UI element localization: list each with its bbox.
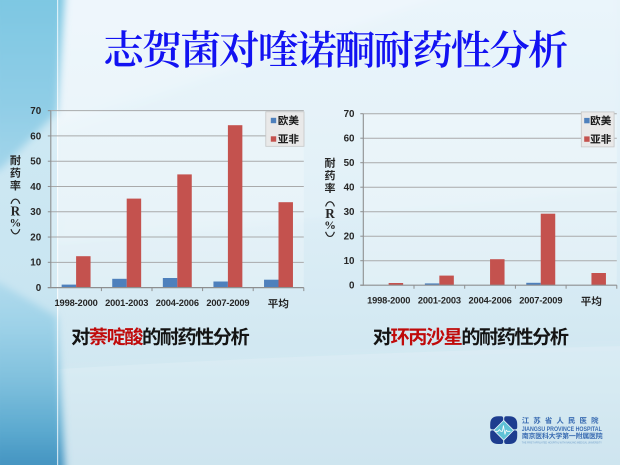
svg-text:50: 50 xyxy=(30,157,41,168)
svg-text:40: 40 xyxy=(30,182,41,193)
svg-text:10: 10 xyxy=(30,258,41,269)
svg-text:70: 70 xyxy=(344,109,355,120)
svg-text:1998-2000: 1998-2000 xyxy=(55,298,98,308)
svg-text:60: 60 xyxy=(344,134,355,145)
svg-text:R: R xyxy=(11,203,21,218)
svg-text:30: 30 xyxy=(344,207,355,218)
svg-text:40: 40 xyxy=(344,183,355,194)
svg-text:2007-2009: 2007-2009 xyxy=(519,296,562,306)
svg-text:50: 50 xyxy=(344,158,355,169)
svg-text:70: 70 xyxy=(30,106,41,117)
svg-text:30: 30 xyxy=(30,207,41,218)
svg-text:10: 10 xyxy=(344,256,355,267)
svg-text:JIANGSU PROVINCE HOSPITAL: JIANGSU PROVINCE HOSPITAL xyxy=(522,426,602,433)
svg-text:0: 0 xyxy=(349,281,355,292)
svg-text:2001-2003: 2001-2003 xyxy=(105,298,148,308)
svg-text:20: 20 xyxy=(344,232,355,243)
svg-text:0: 0 xyxy=(36,283,42,294)
svg-text:60: 60 xyxy=(30,131,41,142)
svg-text:20: 20 xyxy=(30,232,41,243)
svg-text:R: R xyxy=(325,206,335,221)
svg-text:2001-2003: 2001-2003 xyxy=(418,296,461,306)
svg-text:%: % xyxy=(324,219,336,232)
svg-text:2004-2006: 2004-2006 xyxy=(156,298,199,308)
svg-text:2007-2009: 2007-2009 xyxy=(206,298,249,308)
svg-text:1998-2000: 1998-2000 xyxy=(367,296,410,306)
svg-text:2004-2006: 2004-2006 xyxy=(469,296,512,306)
svg-text:%: % xyxy=(10,217,22,230)
svg-text:THE FIRST AFFILIATED HOSPITAL: THE FIRST AFFILIATED HOSPITAL WITH NANJI… xyxy=(522,440,602,444)
